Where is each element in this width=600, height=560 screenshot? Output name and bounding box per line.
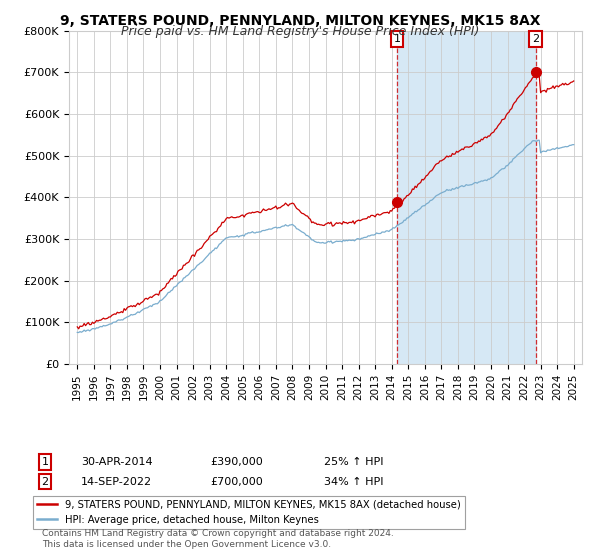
Bar bbox=[397, 31, 536, 364]
Text: 14-SEP-2022: 14-SEP-2022 bbox=[81, 477, 152, 487]
Text: 25% ↑ HPI: 25% ↑ HPI bbox=[324, 457, 383, 467]
Text: 1: 1 bbox=[41, 457, 49, 467]
Text: Price paid vs. HM Land Registry's House Price Index (HPI): Price paid vs. HM Land Registry's House … bbox=[121, 25, 479, 38]
Text: £700,000: £700,000 bbox=[210, 477, 263, 487]
Text: £390,000: £390,000 bbox=[210, 457, 263, 467]
Text: 2: 2 bbox=[41, 477, 49, 487]
Text: 30-APR-2014: 30-APR-2014 bbox=[81, 457, 152, 467]
Text: 2: 2 bbox=[532, 34, 539, 44]
Text: 9, STATERS POUND, PENNYLAND, MILTON KEYNES, MK15 8AX: 9, STATERS POUND, PENNYLAND, MILTON KEYN… bbox=[60, 14, 540, 28]
Text: Contains HM Land Registry data © Crown copyright and database right 2024.
This d: Contains HM Land Registry data © Crown c… bbox=[42, 529, 394, 549]
Text: 34% ↑ HPI: 34% ↑ HPI bbox=[324, 477, 383, 487]
Legend: 9, STATERS POUND, PENNYLAND, MILTON KEYNES, MK15 8AX (detached house), HPI: Aver: 9, STATERS POUND, PENNYLAND, MILTON KEYN… bbox=[33, 496, 465, 529]
Text: 1: 1 bbox=[394, 34, 401, 44]
